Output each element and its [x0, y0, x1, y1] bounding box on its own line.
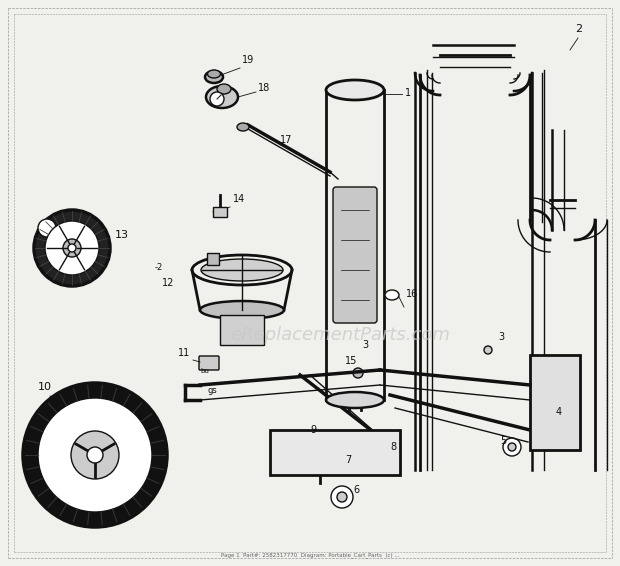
Circle shape — [45, 221, 99, 275]
Text: 16: 16 — [406, 289, 419, 299]
Text: 13: 13 — [115, 230, 129, 240]
Ellipse shape — [206, 86, 238, 108]
Circle shape — [484, 346, 492, 354]
Bar — [534, 425, 548, 433]
Circle shape — [87, 447, 103, 463]
Circle shape — [68, 244, 76, 252]
Text: eReplacementParts.com: eReplacementParts.com — [230, 326, 450, 344]
Text: 18: 18 — [258, 83, 270, 93]
Text: 2: 2 — [575, 24, 582, 34]
Circle shape — [508, 443, 516, 451]
Circle shape — [503, 438, 521, 456]
Circle shape — [63, 239, 81, 257]
Bar — [314, 463, 326, 471]
Circle shape — [38, 398, 152, 512]
Ellipse shape — [326, 392, 384, 408]
Text: 12: 12 — [162, 278, 174, 288]
Circle shape — [381, 456, 389, 464]
Ellipse shape — [385, 290, 399, 300]
Circle shape — [331, 486, 353, 508]
Text: 3: 3 — [498, 332, 504, 342]
Ellipse shape — [208, 70, 221, 78]
Ellipse shape — [237, 123, 249, 131]
Text: 15: 15 — [345, 356, 357, 366]
Bar — [530, 355, 580, 450]
Circle shape — [71, 431, 119, 479]
Bar — [220, 315, 264, 345]
Text: 3: 3 — [362, 340, 368, 350]
Text: -2: -2 — [155, 263, 163, 272]
Ellipse shape — [205, 71, 223, 83]
Bar — [213, 207, 227, 217]
Text: 19: 19 — [242, 55, 254, 65]
Ellipse shape — [217, 84, 231, 94]
Text: 17: 17 — [280, 135, 293, 145]
Text: 14: 14 — [233, 194, 246, 204]
Circle shape — [38, 219, 56, 237]
Circle shape — [34, 210, 110, 286]
Ellipse shape — [201, 259, 283, 281]
Text: 10: 10 — [38, 382, 52, 392]
Circle shape — [353, 368, 363, 378]
FancyBboxPatch shape — [199, 356, 219, 370]
Text: 1: 1 — [405, 88, 411, 98]
Ellipse shape — [200, 301, 284, 319]
Bar — [270, 430, 400, 475]
Text: 11: 11 — [178, 348, 190, 358]
Text: 4: 4 — [556, 407, 562, 417]
Text: gs: gs — [207, 386, 217, 395]
Circle shape — [210, 92, 224, 106]
FancyBboxPatch shape — [333, 187, 377, 323]
Text: 8: 8 — [390, 442, 396, 452]
Circle shape — [337, 492, 347, 502]
Text: 9: 9 — [310, 425, 316, 435]
Text: 7: 7 — [345, 455, 352, 465]
Text: 6: 6 — [353, 485, 359, 495]
Text: 5: 5 — [500, 436, 507, 446]
Ellipse shape — [326, 80, 384, 100]
Bar — [207, 253, 219, 265]
Text: bu: bu — [200, 368, 209, 374]
Text: Page 1  Part#: 2582317770  Diagram: Portable_Cart_Parts  (c) ...: Page 1 Part#: 2582317770 Diagram: Portab… — [221, 552, 399, 558]
Circle shape — [23, 383, 167, 527]
